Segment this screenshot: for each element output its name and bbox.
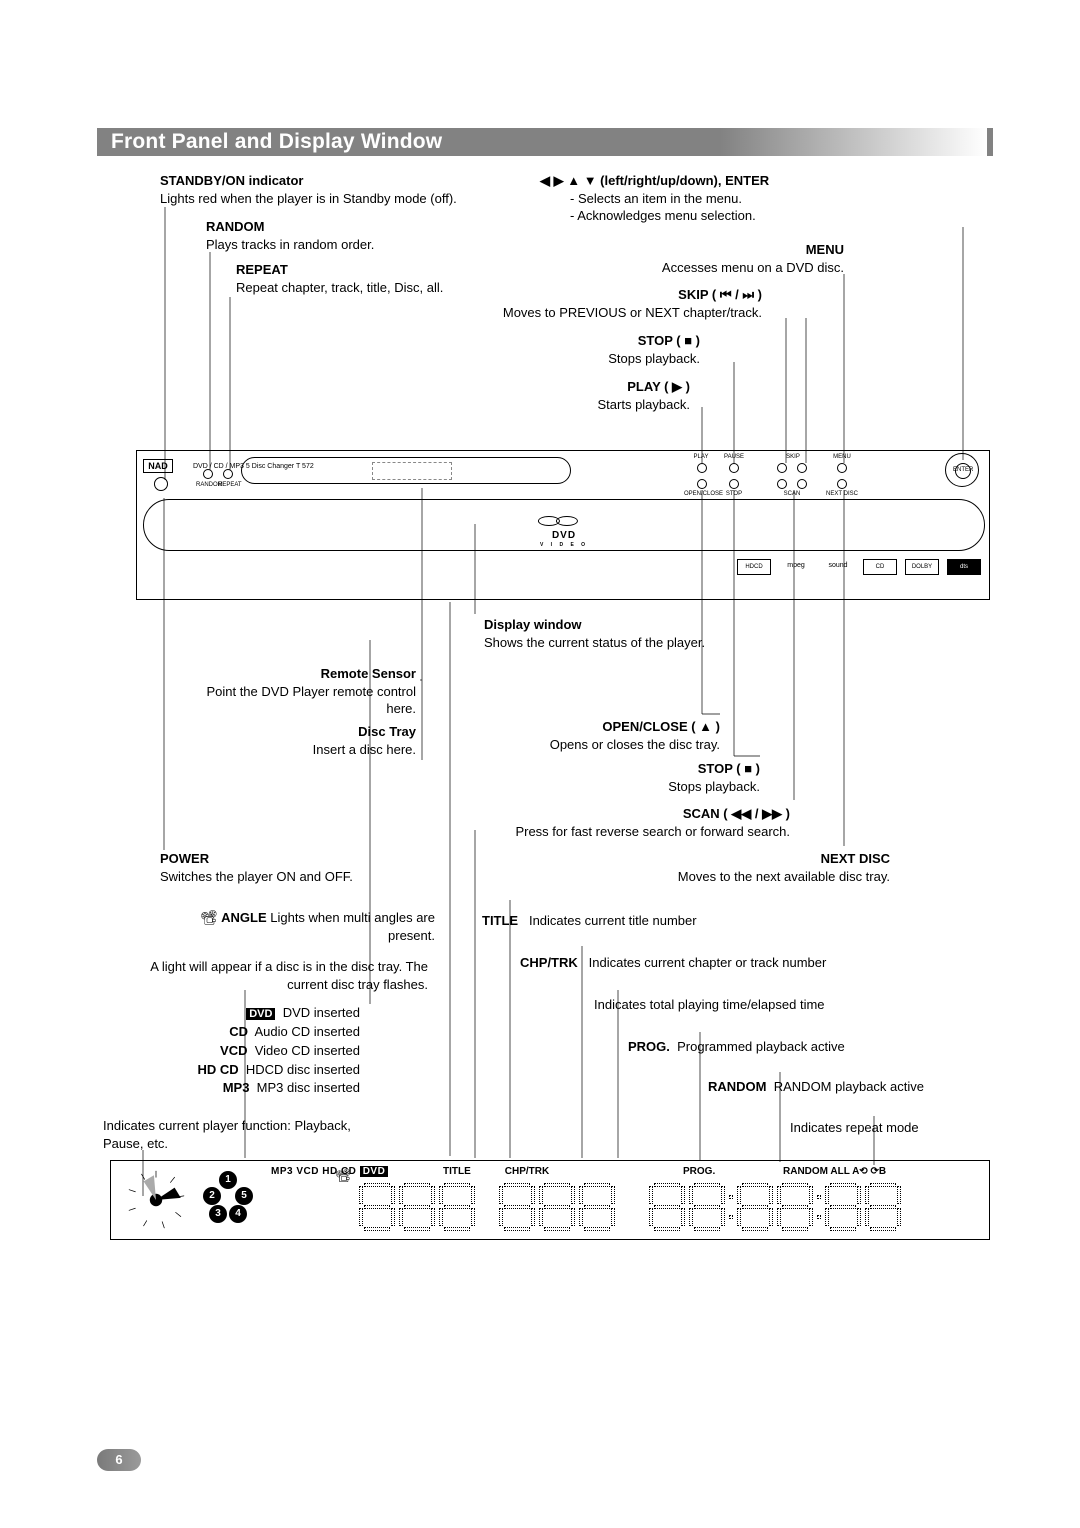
ann-angle: 📽 ANGLE Lights when multi angles are pre… xyxy=(175,908,435,944)
ann-time: Indicates total playing time/elapsed tim… xyxy=(594,996,954,1014)
ann-stop2: STOP ( ■ ) Stops playback. xyxy=(560,760,760,795)
ann-scan: SCAN ( ◀◀ / ▶▶ ) Press for fast reverse … xyxy=(340,805,790,840)
display-window: DVD V I D E O xyxy=(143,499,985,551)
certification-logos: HDCD mpeg sound CD DOLBY dts xyxy=(737,559,981,575)
play-btn[interactable] xyxy=(697,463,707,473)
title-bar-cap xyxy=(987,128,993,156)
manual-page: Front Panel and Display Window STANDBY/O… xyxy=(0,0,1080,1528)
ann-stop: STOP ( ■ ) Stops playback. xyxy=(500,332,700,367)
dvd-logo: DVD V I D E O xyxy=(540,516,588,549)
ann-power: POWER Switches the player ON and OFF. xyxy=(160,850,460,885)
scan-fwd-btn[interactable] xyxy=(797,479,807,489)
pause-btn[interactable] xyxy=(729,463,739,473)
remote-sensor-area xyxy=(372,462,452,480)
stop-btn2[interactable] xyxy=(729,479,739,489)
repeat-button[interactable] xyxy=(223,469,233,479)
format-strip: MP3 VCD HD CD DVD xyxy=(271,1165,388,1179)
ann-repeat-mode: Indicates repeat mode xyxy=(790,1119,970,1137)
disc-spinner-icon xyxy=(125,1169,187,1231)
menu-btn[interactable] xyxy=(837,463,847,473)
ann-open-close: OPEN/CLOSE ( ▲ ) Opens or closes the dis… xyxy=(490,718,720,753)
ann-remote-sensor: Remote Sensor Point the DVD Player remot… xyxy=(206,665,416,718)
ann-display-window: Display window Shows the current status … xyxy=(484,616,744,651)
ann-player-function: Indicates current player function: Playb… xyxy=(103,1117,393,1152)
ann-play: PLAY ( ▶ ) Starts playback. xyxy=(490,378,690,413)
ann-random-play: RANDOM RANDOM playback active xyxy=(708,1078,948,1096)
ann-disc-light: A light will appear if a disc is in the … xyxy=(108,958,428,993)
random-button[interactable] xyxy=(203,469,213,479)
power-led xyxy=(154,477,168,491)
ann-prog: PROG. Programmed playback active xyxy=(628,1038,988,1056)
scan-rev-btn[interactable] xyxy=(777,479,787,489)
ann-random: RANDOM Plays tracks in random order. xyxy=(206,218,466,253)
front-panel: NAD DVD / CD / MP3 5 Disc Changer T 572 … xyxy=(136,450,990,600)
ann-standby: STANDBY/ON indicator Lights red when the… xyxy=(160,172,540,207)
ann-next-disc: NEXT DISC Moves to the next available di… xyxy=(570,850,890,885)
page-number: 6 xyxy=(97,1449,141,1471)
disc-tray[interactable] xyxy=(241,457,571,484)
ann-chptrk: CHP/TRK Indicates current chapter or tra… xyxy=(520,954,940,972)
open-close-btn[interactable] xyxy=(697,479,707,489)
leader-lines xyxy=(0,0,1080,1528)
next-disc-btn[interactable] xyxy=(837,479,847,489)
section-title: Front Panel and Display Window xyxy=(111,128,442,156)
ann-arrows: ◀ ▶ ▲ ▼ (left/right/up/down), ENTER - Se… xyxy=(540,172,940,225)
brand-box: NAD xyxy=(143,459,173,473)
section-title-bar: Front Panel and Display Window xyxy=(97,128,987,156)
prog-label: PROG. xyxy=(683,1165,715,1179)
display-graphic: 1 2 5 3 4 MP3 VCD HD CD DVD 📽 TITLE CHP/… xyxy=(110,1160,990,1240)
mid-labels: TITLE CHP/TRK xyxy=(443,1165,549,1179)
skip-next-btn[interactable] xyxy=(797,463,807,473)
angle-icon: 📽 xyxy=(335,1167,352,1185)
ann-skip: SKIP ( ⏮ / ⏭ ) Moves to PREVIOUS or NEXT… xyxy=(462,286,762,321)
ann-disc-types: DVD DVD inserted CD Audio CD inserted VC… xyxy=(130,1004,360,1098)
random-label: RANDOM ALL A⟲ ⟳B xyxy=(783,1165,886,1179)
ann-disc-tray: Disc Tray Insert a disc here. xyxy=(286,723,416,758)
ann-menu: MENU Accesses menu on a DVD disc. xyxy=(544,241,844,276)
skip-prev-btn[interactable] xyxy=(777,463,787,473)
seven-segment xyxy=(359,1183,901,1231)
ann-title: TITLE Indicates current title number xyxy=(482,912,882,930)
